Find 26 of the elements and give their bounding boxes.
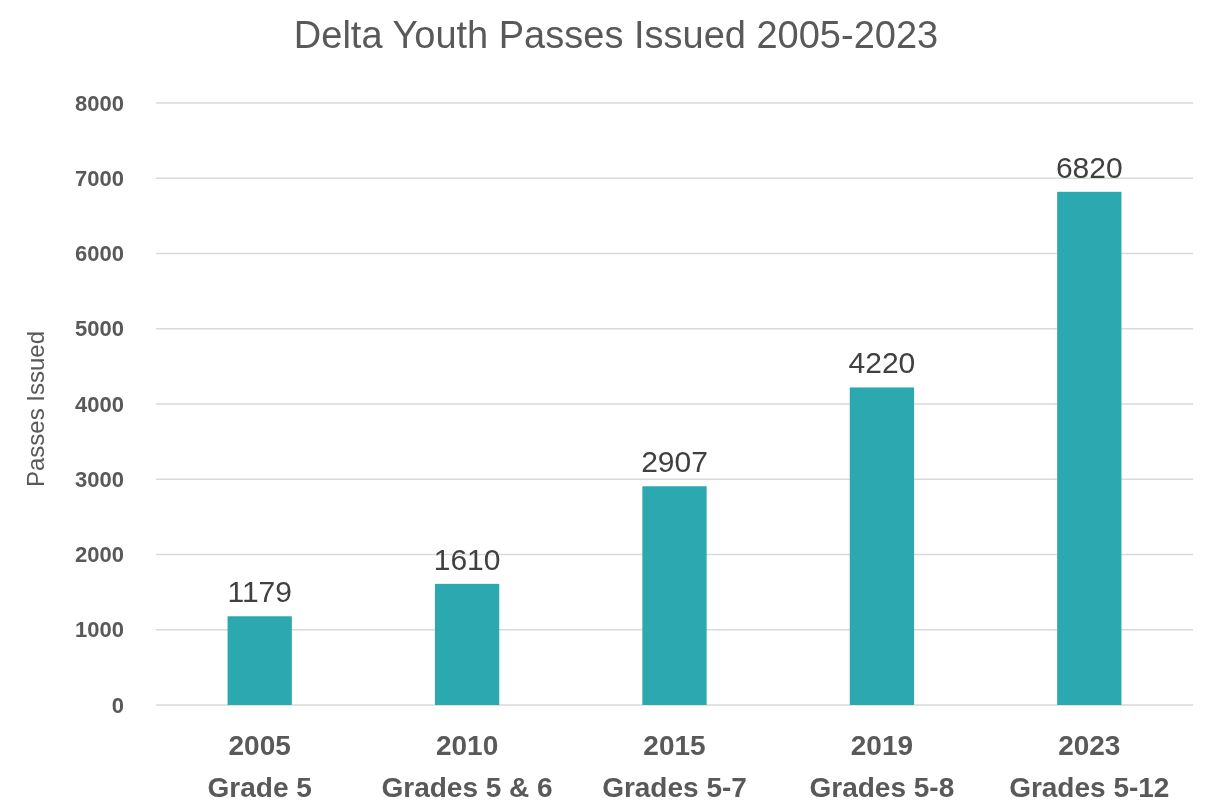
y-tick-label: 8000 xyxy=(75,90,124,116)
x-tick-label: 2010 Grades 5 & 6 xyxy=(381,730,553,803)
data-label: 2907 xyxy=(641,445,708,479)
y-tick-label: 6000 xyxy=(75,241,124,267)
bar xyxy=(849,387,915,705)
data-label: 1179 xyxy=(227,575,292,609)
bar xyxy=(1057,191,1122,705)
y-tick-label: 2000 xyxy=(75,542,124,568)
y-tick-label: 3000 xyxy=(75,466,124,492)
x-tick-label: 2023 Grades 5-12 xyxy=(1009,730,1170,803)
bar xyxy=(642,486,707,705)
x-tick-label: 2015 Grades 5-7 xyxy=(602,730,747,803)
x-tick-label: 2005 Grade 5 xyxy=(207,730,312,803)
bar xyxy=(434,583,500,705)
y-tick-label: 0 xyxy=(111,692,124,718)
chart-title: Delta Youth Passes Issued 2005-2023 xyxy=(293,14,939,56)
data-label: 1610 xyxy=(433,542,501,576)
data-label: 4220 xyxy=(848,346,916,380)
data-label: 6820 xyxy=(1055,150,1123,184)
y-tick-label: 7000 xyxy=(75,165,124,191)
x-tick-label: 2019 Grades 5-8 xyxy=(809,730,955,803)
y-axis-title: Passes Issued xyxy=(22,330,49,488)
y-tick-label: 5000 xyxy=(75,316,124,342)
y-tick-label: 4000 xyxy=(75,391,124,417)
y-tick-label: 1000 xyxy=(75,617,124,643)
bar xyxy=(227,616,292,705)
